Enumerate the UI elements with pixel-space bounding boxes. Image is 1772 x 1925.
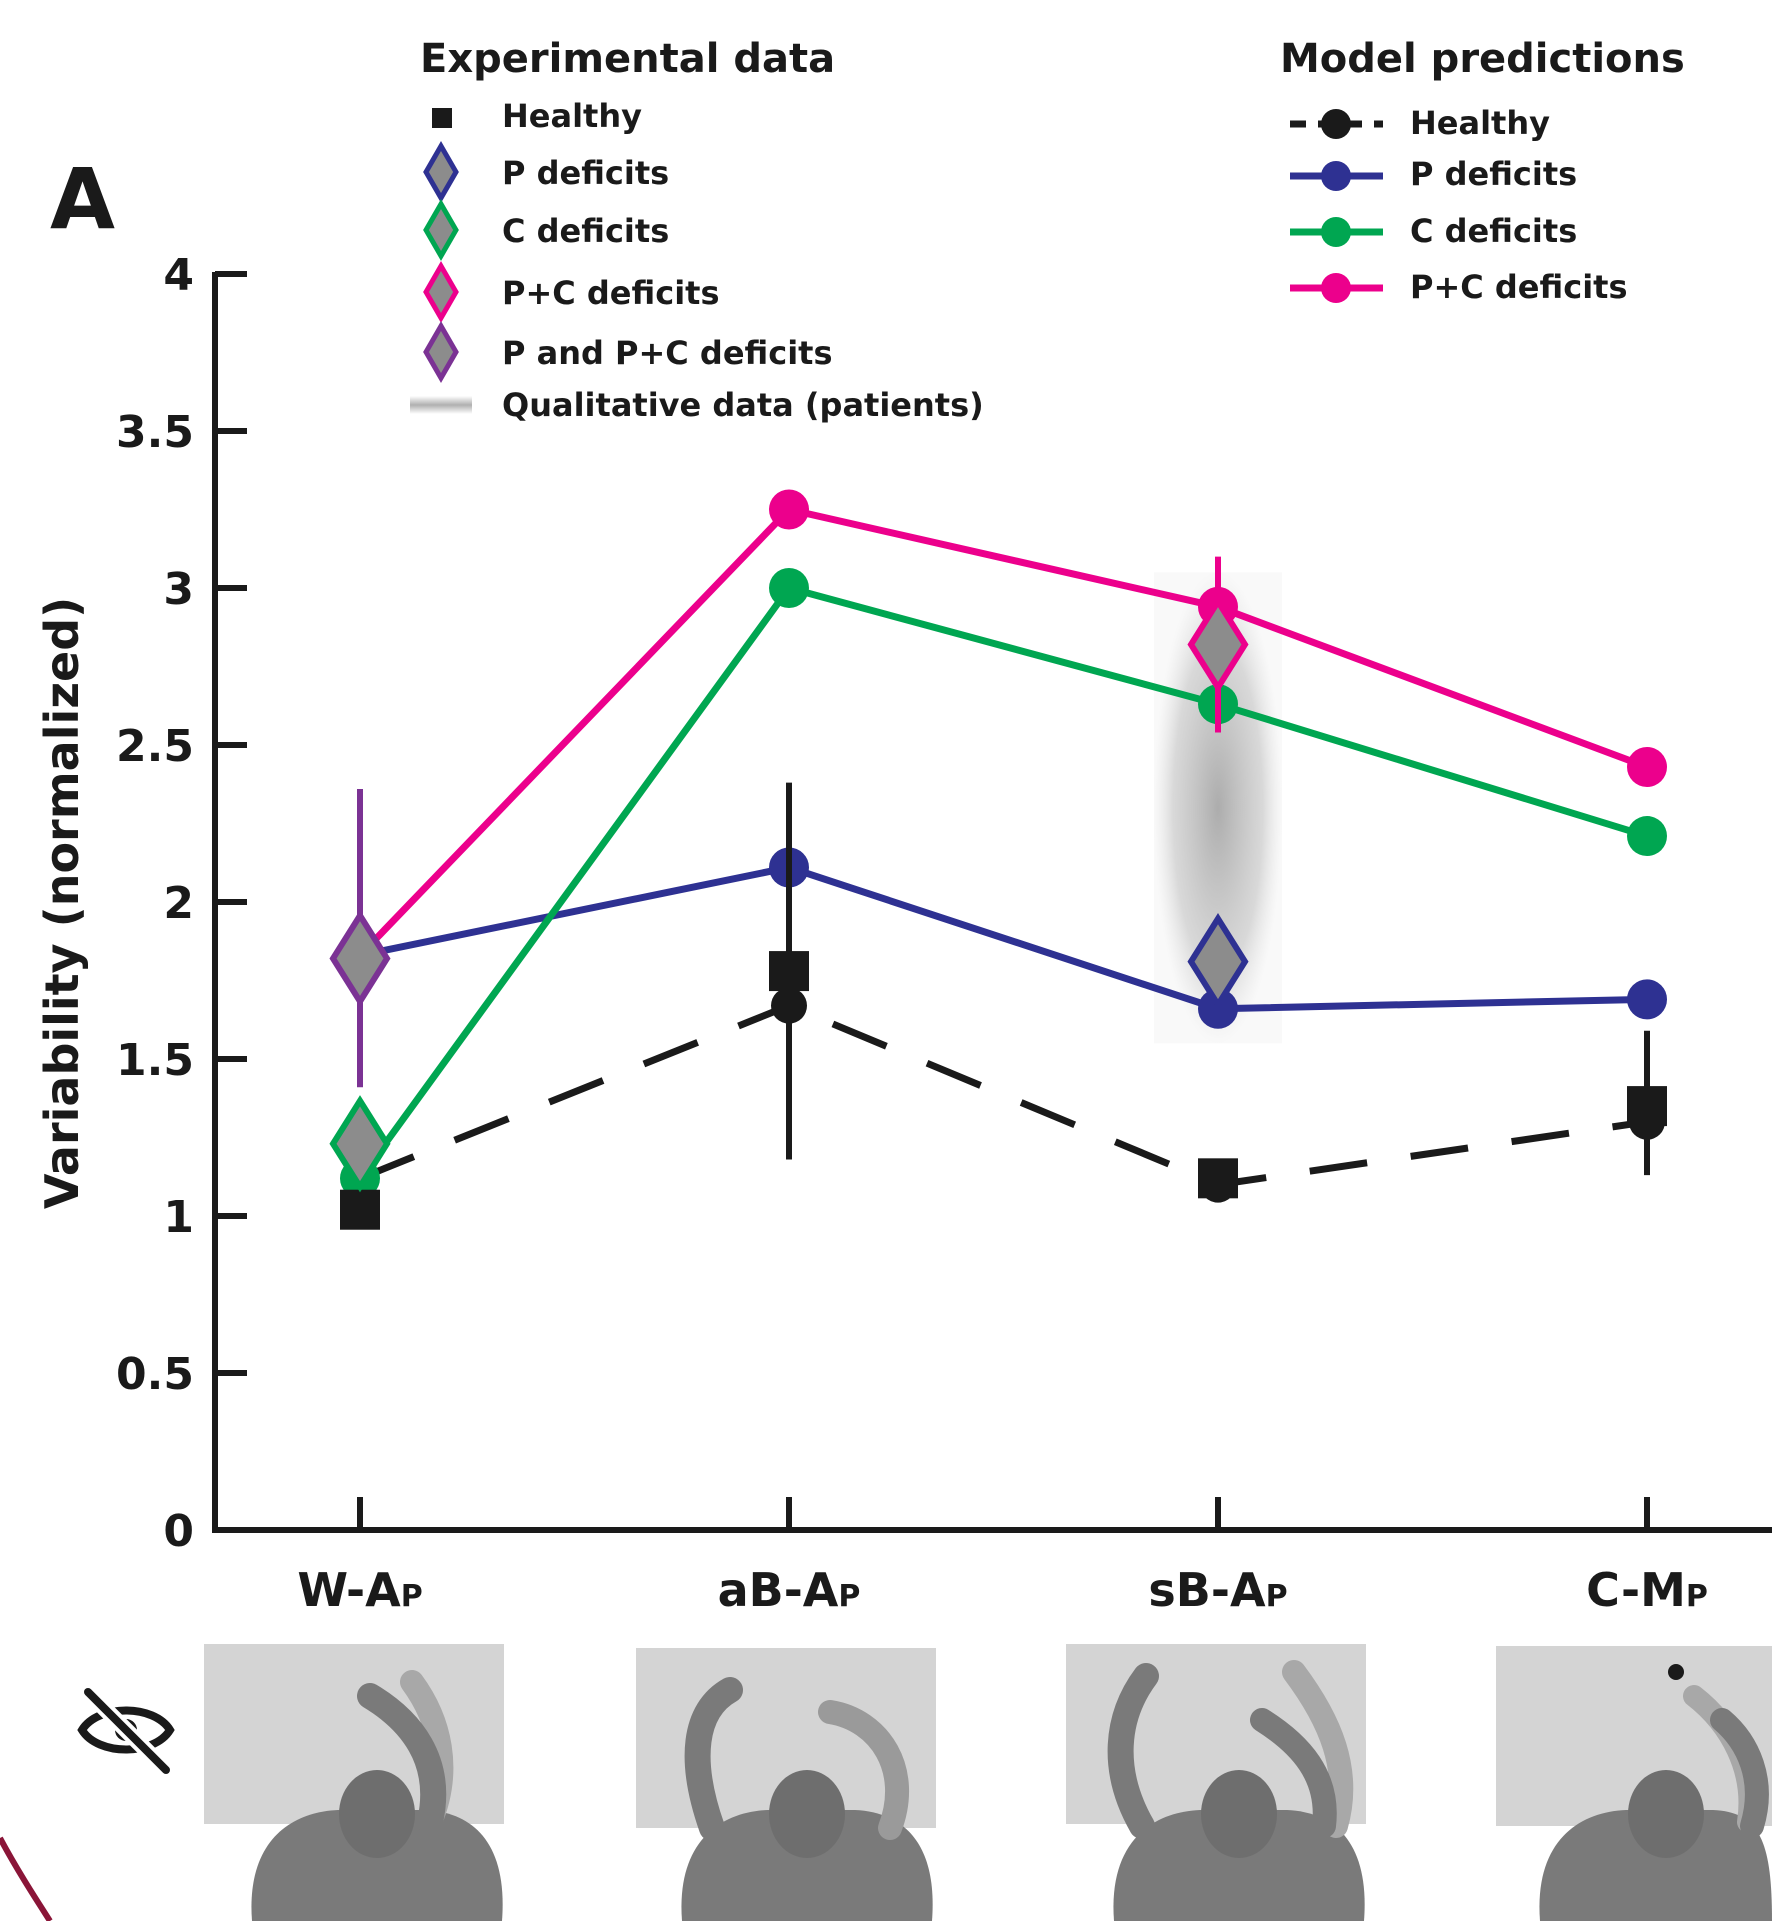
marker-diamond <box>329 1095 391 1193</box>
series-point-p-deficits-3 <box>1627 979 1667 1020</box>
eye-slash-icon <box>77 1686 175 1776</box>
series-ppc-deficits <box>340 489 1667 976</box>
legend-exp-healthy: Healthy <box>502 97 642 135</box>
exp-point-healthy-2 <box>1198 1158 1238 1199</box>
exp-point-ppc-deficits-6 <box>1187 556 1249 733</box>
legend-dot-healthy <box>1321 109 1351 139</box>
y-tick-label-6: 3 <box>163 564 194 615</box>
legend-model-title: Model predictions <box>1280 36 1685 82</box>
legend-exp-p-deficits: P deficits <box>502 154 669 192</box>
series-p-deficits <box>340 847 1667 1029</box>
marker-diamond <box>1187 595 1249 694</box>
x-tick-label-main: C-M <box>1586 1563 1686 1617</box>
legend-model-c-deficits: C deficits <box>1410 212 1577 250</box>
legend-exp-qualitative: Qualitative data (patients) <box>502 386 984 424</box>
legend-marker-healthy <box>432 108 452 128</box>
marker-diamond <box>1187 913 1249 1011</box>
series-point-c-deficits-1 <box>769 568 809 608</box>
x-tick-label-main: sB-A <box>1148 1563 1266 1617</box>
x-tick-label-2: sB-AP <box>1148 1563 1287 1617</box>
series-healthy <box>342 987 1665 1203</box>
y-tick-label-3: 1.5 <box>116 1035 194 1086</box>
legend-model-healthy: Healthy <box>1410 104 1550 142</box>
legend-exp-c-deficits: C deficits <box>502 212 669 250</box>
y-tick-label-0: 0 <box>163 1506 194 1557</box>
legend-marker-p-deficits <box>423 140 459 204</box>
legend-exp-pc-deficits: P+C deficits <box>502 274 720 312</box>
x-tick-label-sub: P <box>1266 1579 1288 1614</box>
marker-square <box>1198 1158 1238 1199</box>
x-tick-label-sub: P <box>1686 1579 1708 1614</box>
task-illustration-c-m <box>1496 1646 1772 1921</box>
x-tick-label-main: aB-A <box>718 1563 839 1617</box>
x-tick-label-sub: P <box>401 1579 423 1614</box>
legend-dot-pc-deficits <box>1321 273 1351 303</box>
legend-exp-p-and-pc: P and P+C deficits <box>502 334 833 372</box>
x-ticks: W-AP aB-AP sB-AP C-MP <box>297 1497 1708 1617</box>
legend-model: Model predictions Healthy P deficits C d… <box>1280 36 1685 306</box>
marker-diamond <box>329 909 391 1008</box>
series-line-c-deficits <box>357 584 1649 1181</box>
exp-point-c-deficits-5 <box>329 1095 391 1193</box>
task-illustration-ab-a <box>636 1648 936 1921</box>
x-tick-label-main: W-A <box>297 1563 401 1617</box>
exp-point-healthy-3 <box>1627 1030 1667 1176</box>
series-line-p-deficits <box>359 863 1648 1013</box>
task-illustration-sb-a <box>1066 1644 1366 1921</box>
series-point-ppc-deficits-1 <box>769 489 809 530</box>
series-point-c-deficits-3 <box>1627 816 1667 857</box>
series-c-deficits <box>340 568 1667 1199</box>
legend-model-pc-deficits: P+C deficits <box>1410 268 1628 306</box>
x-tick-label-1: aB-AP <box>718 1563 861 1617</box>
legend-model-p-deficits: P deficits <box>1410 155 1577 193</box>
marker-square <box>769 951 809 992</box>
model-layer <box>340 489 1667 1203</box>
series-line-ppc-deficits <box>357 506 1649 958</box>
y-tick-label-4: 2 <box>163 878 194 929</box>
target-dot <box>1668 1664 1684 1680</box>
series-point-ppc-deficits-3 <box>1627 746 1667 787</box>
legend-experimental-title: Experimental data <box>420 36 835 82</box>
legend-dot-p-deficits <box>1321 161 1351 191</box>
axes <box>212 272 1772 1533</box>
experimental-layer <box>329 556 1667 1230</box>
series-line-healthy <box>358 1002 1648 1189</box>
x-tick-label-sub: P <box>838 1579 860 1614</box>
exp-point-p-deficits-4 <box>1187 913 1249 1011</box>
legend-experimental: Experimental data Healthy P deficits C d… <box>410 36 984 424</box>
y-tick-label-1: 0.5 <box>116 1349 194 1400</box>
exp-point-healthy-0 <box>340 1189 380 1230</box>
legend-dot-c-deficits <box>1321 217 1351 247</box>
exp-point-healthy-1 <box>769 782 809 1160</box>
legend-marker-pc-deficits <box>423 260 459 324</box>
task-illustration-w-a <box>204 1644 504 1921</box>
y-axis-label: Variability (normalized) <box>35 597 89 1209</box>
panel-label: A <box>50 150 115 248</box>
y-ticks: 0 0.5 1 1.5 2 2.5 3 3.5 4 <box>116 250 247 1557</box>
marker-square <box>340 1189 380 1230</box>
corner-arc <box>0 1836 53 1923</box>
y-tick-label-8: 4 <box>163 250 194 301</box>
y-tick-label-7: 3.5 <box>116 407 194 458</box>
marker-square <box>1627 1086 1667 1127</box>
legend-marker-c-deficits <box>423 198 459 262</box>
y-tick-label-5: 2.5 <box>116 721 194 772</box>
y-tick-label-2: 1 <box>163 1192 194 1243</box>
exp-point-p-and-ppc-deficits-7 <box>329 788 391 1088</box>
legend-marker-p-and-pc <box>423 320 459 384</box>
x-tick-label-3: C-MP <box>1586 1563 1708 1617</box>
x-tick-label-0: W-AP <box>297 1563 422 1617</box>
legend-marker-qualitative <box>410 396 472 414</box>
